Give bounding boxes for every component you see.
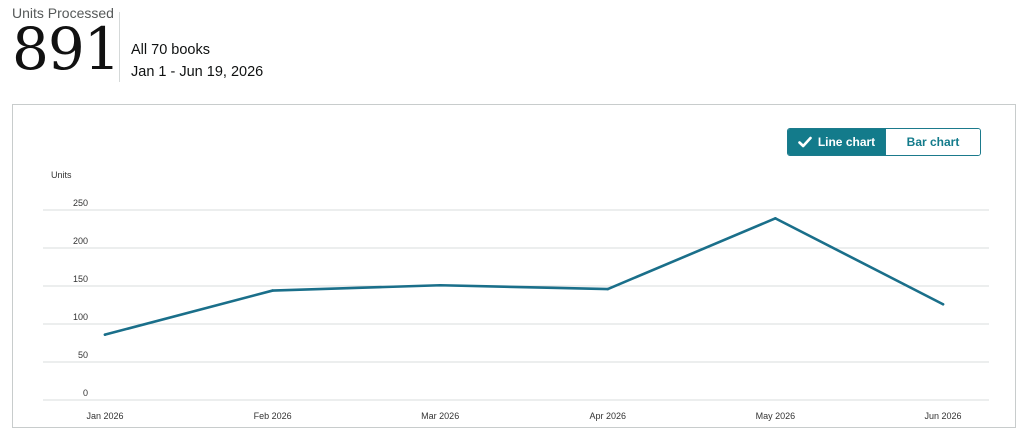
data-point bbox=[606, 287, 610, 291]
y-tick-label: 0 bbox=[83, 388, 88, 398]
date-range: Jan 1 - Jun 19, 2026 bbox=[131, 64, 264, 80]
data-point bbox=[271, 289, 274, 292]
series-line bbox=[103, 217, 945, 336]
data-point bbox=[438, 283, 442, 287]
x-tick-label: Jun 2026 bbox=[924, 411, 961, 421]
x-tick-label: Apr 2026 bbox=[590, 411, 627, 421]
units-chart: Units 0 50 100 150 200 250 Jan 2026 Feb 2026 Mar … bbox=[43, 170, 989, 421]
data-point bbox=[774, 217, 777, 220]
bar-chart-button[interactable]: Bar chart bbox=[885, 129, 980, 155]
y-axis-title: Units bbox=[51, 170, 72, 180]
y-tick-label: 150 bbox=[73, 274, 88, 284]
summary-header: Units Processed 891 All 70 books Jan 1 -… bbox=[0, 0, 1024, 96]
y-tick-label: 200 bbox=[73, 236, 88, 246]
chart-card: Units 0 50 100 150 200 250 Jan 2026 Feb 2026 Mar … bbox=[12, 104, 1016, 428]
metric-label: Units Processed bbox=[12, 5, 114, 21]
scope-text: All 70 books bbox=[131, 42, 210, 58]
line-chart-button[interactable]: Line chart bbox=[788, 129, 885, 155]
y-tick-label: 100 bbox=[73, 312, 88, 322]
header-divider bbox=[119, 12, 120, 82]
line-chart-label: Line chart bbox=[817, 135, 876, 149]
x-tick-label: Jan 2026 bbox=[86, 411, 123, 421]
data-point bbox=[103, 333, 107, 336]
y-tick-label: 250 bbox=[73, 198, 88, 208]
chart-type-toggle: Line chart Bar chart bbox=[787, 128, 981, 156]
check-icon bbox=[798, 136, 812, 148]
bar-chart-label: Bar chart bbox=[906, 135, 960, 149]
x-tick-label: Mar 2026 bbox=[421, 411, 459, 421]
x-tick-label: Feb 2026 bbox=[254, 411, 292, 421]
metric-value: 891 bbox=[12, 15, 121, 83]
y-tick-label: 50 bbox=[78, 350, 88, 360]
data-point bbox=[941, 302, 945, 306]
x-tick-label: May 2026 bbox=[756, 411, 796, 421]
